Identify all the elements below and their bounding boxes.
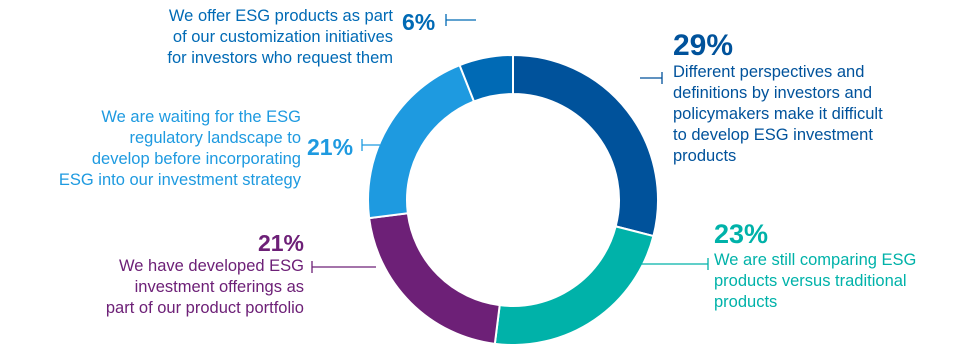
description-3-line-1: regulatory landscape to [129,129,301,147]
description-1: We are still comparing ESG products vers… [714,250,916,313]
description-1-line-2: products [714,293,778,311]
description-2-line-2: part of our product portfolio [105,299,304,317]
description-4-line-0: We offer ESG products as part [168,7,393,25]
description-0-line-4: products [673,147,737,165]
donut-slice-0 [512,53,659,238]
description-4: We offer ESG products as part of our cus… [73,6,393,69]
description-4-line-1: of our customization initiatives [172,28,393,46]
description-0-line-0: Different perspectives and [673,63,865,81]
description-3: We are waiting for the ESG regulatory la… [0,107,301,191]
description-3-line-0: We are waiting for the ESG [101,108,301,126]
leader-line-4 [445,14,476,26]
description-0-line-2: policymakers make it difficult [673,105,883,123]
description-0-line-1: definitions by investors and [673,84,873,102]
leader-line-0 [640,72,663,84]
percent-label-3: 21% [307,134,354,160]
description-2-line-0: We have developed ESG [119,257,304,275]
donut-slice-2 [368,212,501,344]
leader-line-1 [627,258,709,270]
leader-line-2 [311,261,376,273]
description-2-line-1: investment offerings as [134,278,304,296]
description-1-line-0: We are still comparing ESG [714,251,917,269]
label-group-0: 29% Different perspectives and definitio… [673,30,883,167]
label-group-2: 21% We have developed ESG investment off… [0,230,304,319]
donut-slice-4 [458,53,514,103]
description-0-line-3: to develop ESG investment [673,126,873,144]
percent-label-0: 29% [673,29,734,62]
percent-label-1: 23% [714,219,769,249]
label-group-1: 23% We are still comparing ESG products … [714,218,916,313]
description-3-line-2: develop before incorporating [91,150,301,168]
description-1-line-1: products versus traditional [714,272,907,290]
percent-label-2: 21% [257,230,304,256]
percent-label-4: 6% [402,9,436,35]
description-0: Different perspectives and definitions b… [673,62,883,167]
description-4-line-2: for investors who request them [167,49,393,67]
leader-line-3 [361,139,380,151]
description-3-line-3: ESG into our investment strategy [58,171,301,189]
donut-slice-1 [493,225,655,344]
description-2: We have developed ESG investment offerin… [0,256,304,319]
donut-slice-3 [367,63,476,220]
